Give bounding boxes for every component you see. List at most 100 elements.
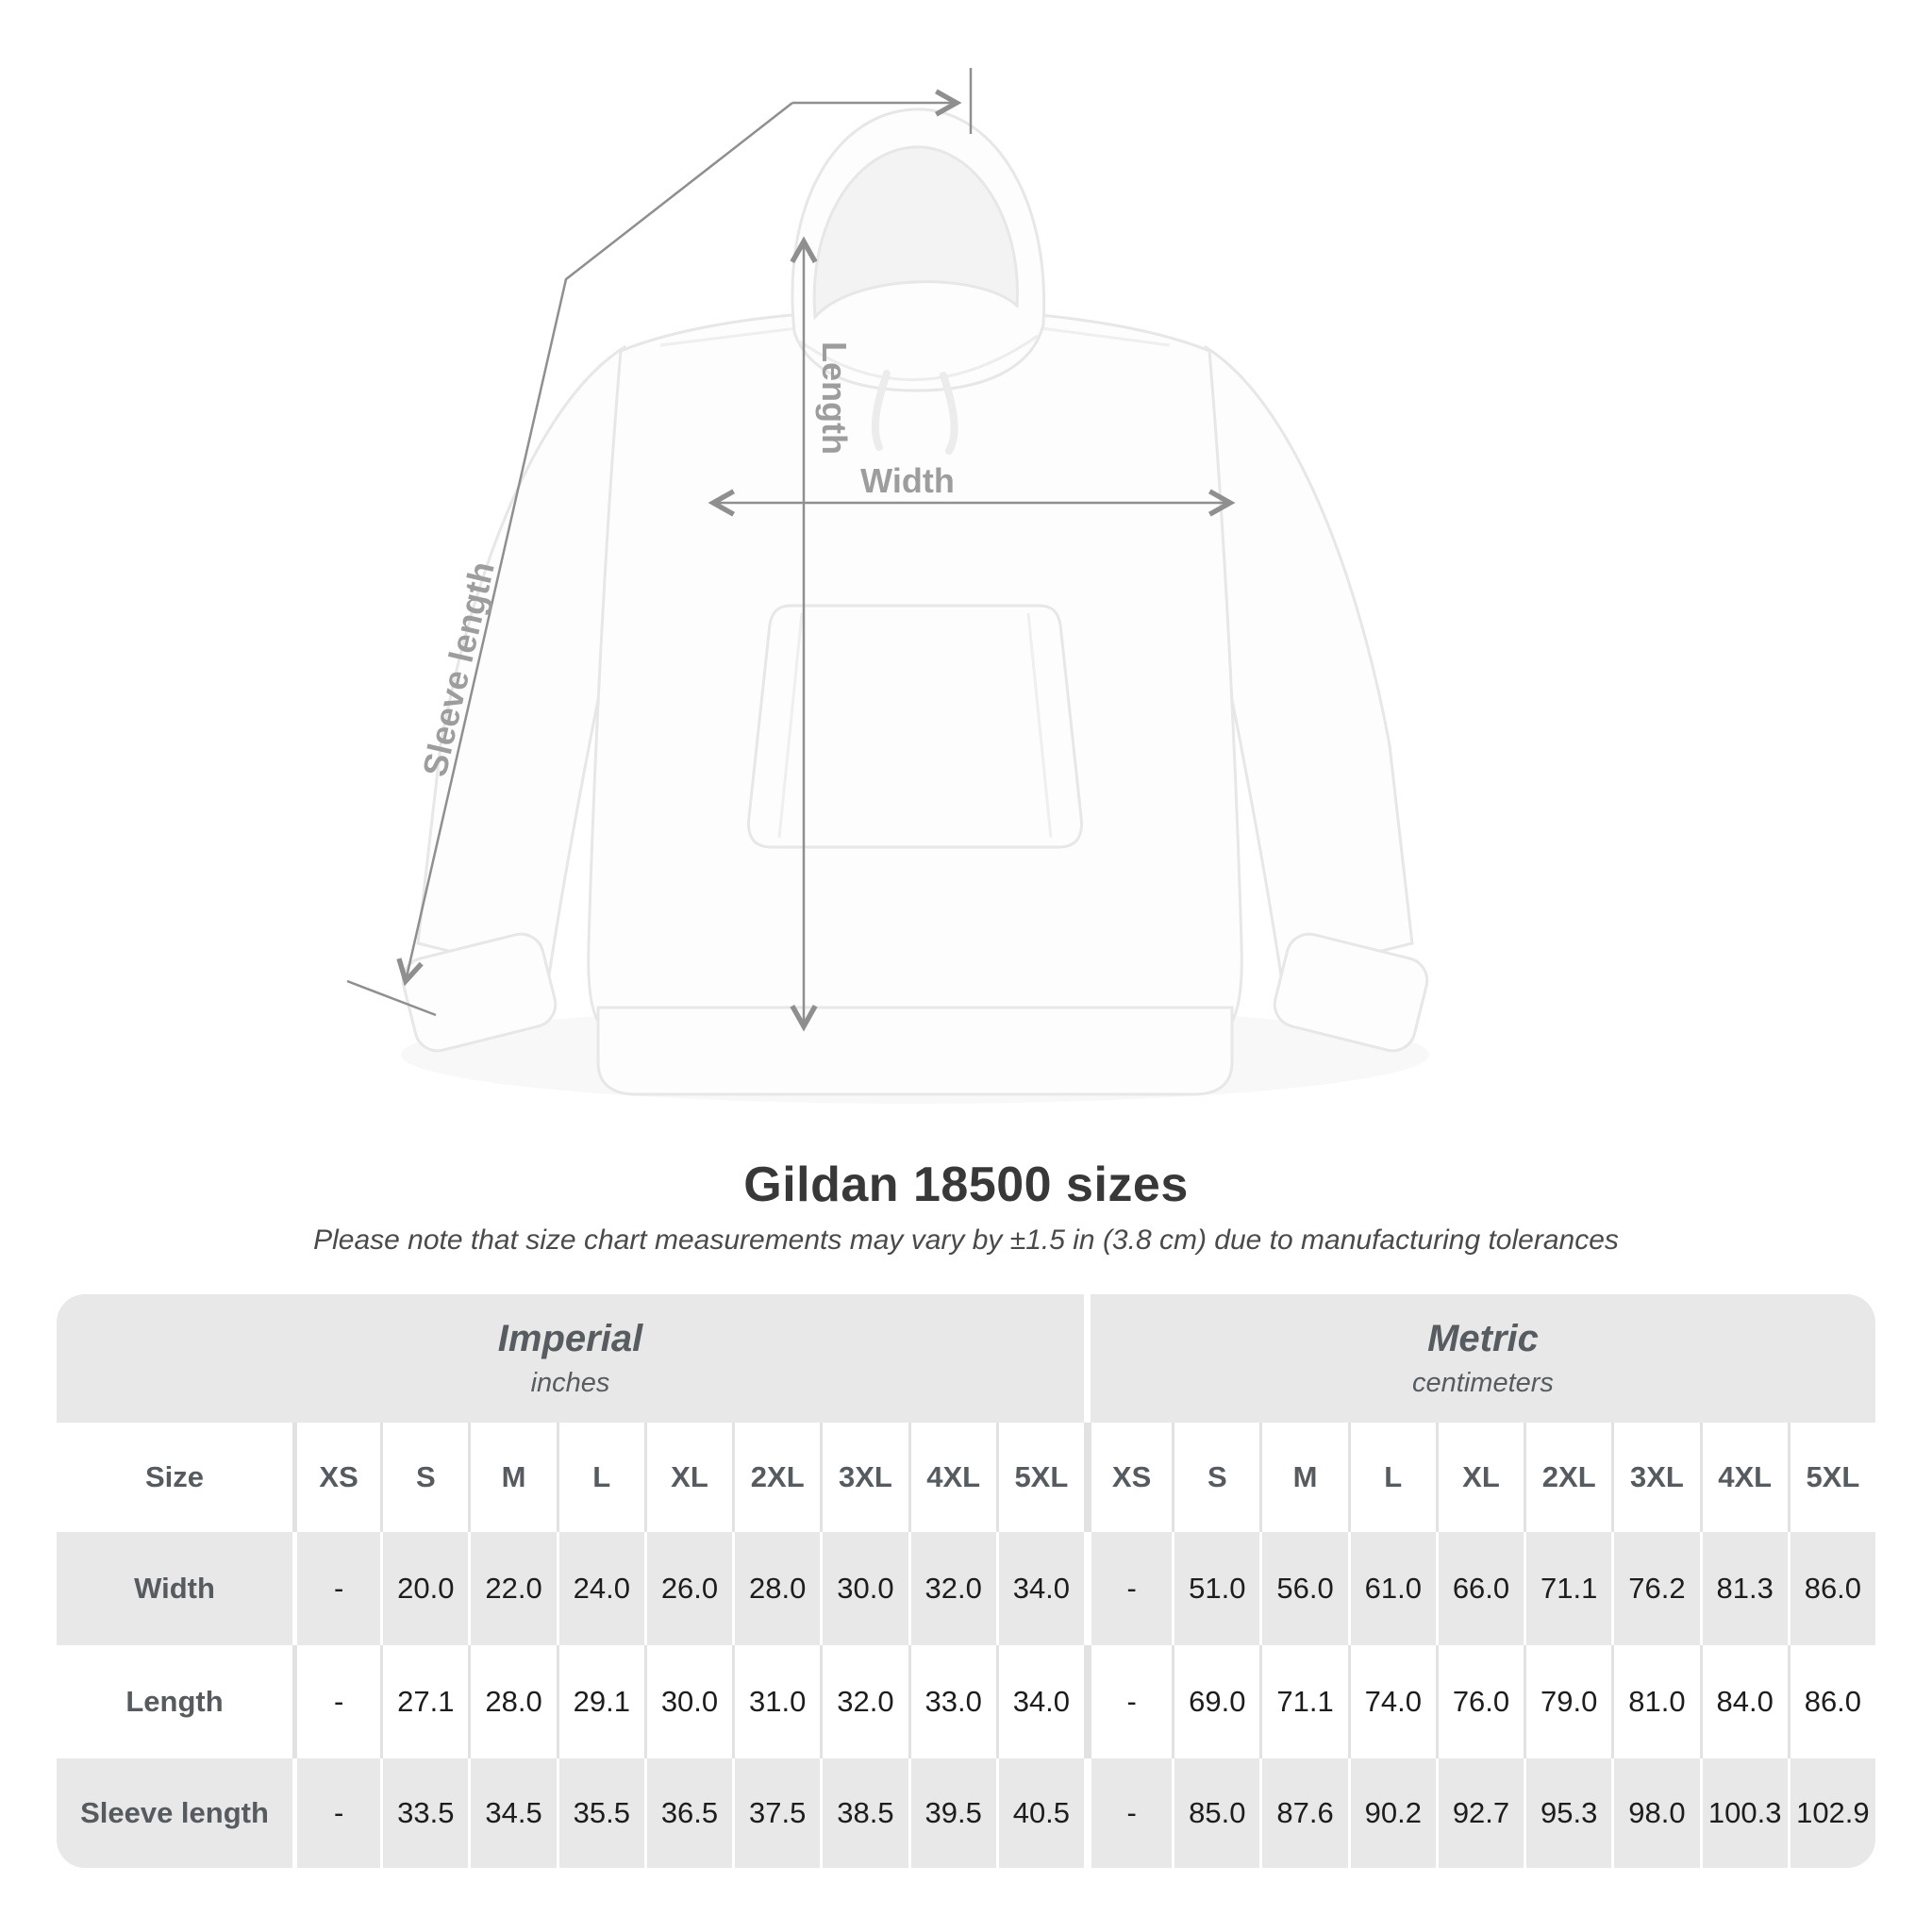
- length-metric-2xl: 79.0: [1524, 1645, 1612, 1758]
- width-row-label: Width: [57, 1532, 292, 1645]
- sleeve-metric-l: 90.2: [1347, 1758, 1436, 1868]
- width-metric-xs: -: [1083, 1532, 1173, 1645]
- length-metric-4xl: 84.0: [1699, 1645, 1788, 1758]
- page-title: Gildan 18500 sizes: [743, 1158, 1189, 1212]
- sleeve-imperial-m: 34.5: [468, 1758, 557, 1868]
- hoodie-right-cuff: [1273, 932, 1429, 1053]
- hoodie-pocket: [747, 604, 1083, 849]
- width-imperial-xl: 26.0: [643, 1532, 733, 1645]
- sleeve-imperial-2xl: 37.5: [732, 1758, 821, 1868]
- length-imperial-m: 28.0: [468, 1645, 557, 1758]
- metric-group-header: Metric centimeters: [1083, 1294, 1875, 1423]
- width-metric-2xl: 71.1: [1524, 1532, 1612, 1645]
- hoodie-drawstring-right: [940, 372, 958, 455]
- sleeve-imperial-xs: -: [292, 1758, 381, 1868]
- length-metric-5xl: 86.0: [1787, 1645, 1875, 1758]
- sleeve-metric-2xl: 95.3: [1524, 1758, 1612, 1868]
- imperial-unit-label: inches: [530, 1368, 610, 1398]
- length-metric-xs: -: [1083, 1645, 1173, 1758]
- length-metric-s: 69.0: [1172, 1645, 1260, 1758]
- length-metric-xl: 76.0: [1435, 1645, 1524, 1758]
- width-imperial-xs: -: [292, 1532, 381, 1645]
- sleeve-metric-5xl: 102.9: [1787, 1758, 1875, 1868]
- width-metric-l: 61.0: [1347, 1532, 1436, 1645]
- width-metric-m: 56.0: [1259, 1532, 1348, 1645]
- size-col-imperial-3xl: 3XL: [820, 1423, 908, 1532]
- length-metric-l: 74.0: [1347, 1645, 1436, 1758]
- width-imperial-3xl: 30.0: [820, 1532, 908, 1645]
- size-col-imperial-s: S: [380, 1423, 469, 1532]
- sleeve-bottom-tick: [346, 979, 437, 1017]
- hoodie-measurement-diagram: Length Width Sleeve length: [346, 68, 1429, 1104]
- page-subtitle: Please note that size chart measurements…: [313, 1224, 1619, 1256]
- length-imperial-2xl: 31.0: [732, 1645, 821, 1758]
- sleeve-imperial-l: 35.5: [556, 1758, 644, 1868]
- length-metric-m: 71.1: [1259, 1645, 1348, 1758]
- size-col-metric-m: M: [1259, 1423, 1348, 1532]
- width-metric-5xl: 86.0: [1787, 1532, 1875, 1645]
- size-col-metric-s: S: [1172, 1423, 1260, 1532]
- size-col-imperial-xs: XS: [292, 1423, 381, 1532]
- length-metric-3xl: 81.0: [1611, 1645, 1700, 1758]
- sleeve-metric-s: 85.0: [1172, 1758, 1260, 1868]
- hoodie-hood-opening: [812, 145, 1019, 321]
- width-metric-3xl: 76.2: [1611, 1532, 1700, 1645]
- size-column-header: Size: [57, 1423, 292, 1532]
- size-col-imperial-5xl: 5XL: [995, 1423, 1084, 1532]
- width-imperial-m: 22.0: [468, 1532, 557, 1645]
- sleeve-metric-3xl: 98.0: [1611, 1758, 1700, 1868]
- hoodie-illustration: [401, 108, 1429, 1104]
- hoodie-left-cuff: [401, 932, 558, 1053]
- size-table: Imperial inches Metric centimeters Size …: [57, 1294, 1875, 1868]
- hoodie-hem-band: [596, 1006, 1234, 1096]
- size-col-metric-xs: XS: [1083, 1423, 1173, 1532]
- size-col-imperial-2xl: 2XL: [732, 1423, 821, 1532]
- width-imperial-5xl: 34.0: [995, 1532, 1084, 1645]
- length-label: Length: [815, 341, 854, 455]
- length-imperial-3xl: 32.0: [820, 1645, 908, 1758]
- length-imperial-l: 29.1: [556, 1645, 644, 1758]
- sleeve-imperial-s: 33.5: [380, 1758, 469, 1868]
- length-imperial-s: 27.1: [380, 1645, 469, 1758]
- size-col-imperial-xl: XL: [643, 1423, 733, 1532]
- width-imperial-s: 20.0: [380, 1532, 469, 1645]
- sleeve-imperial-xl: 36.5: [643, 1758, 733, 1868]
- sleeve-imperial-5xl: 40.5: [995, 1758, 1084, 1868]
- sleeve-row-label: Sleeve length: [57, 1758, 292, 1868]
- imperial-label: Imperial: [497, 1318, 643, 1359]
- width-metric-xl: 66.0: [1435, 1532, 1524, 1645]
- sleeve-imperial-4xl: 39.5: [908, 1758, 996, 1868]
- length-imperial-xl: 30.0: [643, 1645, 733, 1758]
- hoodie-collar-seam: [799, 334, 1039, 382]
- size-col-metric-xl: XL: [1435, 1423, 1524, 1532]
- width-metric-4xl: 81.3: [1699, 1532, 1788, 1645]
- sleeve-metric-m: 87.6: [1259, 1758, 1348, 1868]
- hoodie-shoulder-seams: [659, 326, 1171, 347]
- length-imperial-5xl: 34.0: [995, 1645, 1084, 1758]
- width-imperial-2xl: 28.0: [732, 1532, 821, 1645]
- sleeve-imperial-3xl: 38.5: [820, 1758, 908, 1868]
- size-col-metric-4xl: 4XL: [1699, 1423, 1788, 1532]
- width-imperial-l: 24.0: [556, 1532, 644, 1645]
- length-imperial-4xl: 33.0: [908, 1645, 996, 1758]
- size-col-imperial-l: L: [556, 1423, 644, 1532]
- length-imperial-xs: -: [292, 1645, 381, 1758]
- width-metric-s: 51.0: [1172, 1532, 1260, 1645]
- size-col-imperial-m: M: [468, 1423, 557, 1532]
- size-col-metric-5xl: 5XL: [1787, 1423, 1875, 1532]
- sleeve-metric-xl: 92.7: [1435, 1758, 1524, 1868]
- sleeve-line-diagonal: [406, 102, 793, 981]
- size-col-metric-2xl: 2XL: [1524, 1423, 1612, 1532]
- imperial-group-header: Imperial inches: [57, 1294, 1084, 1423]
- metric-unit-label: centimeters: [1412, 1368, 1554, 1398]
- sleeve-metric-4xl: 100.3: [1699, 1758, 1788, 1868]
- sleeve-metric-xs: -: [1083, 1758, 1173, 1868]
- size-col-imperial-4xl: 4XL: [908, 1423, 996, 1532]
- size-col-metric-l: L: [1347, 1423, 1436, 1532]
- width-imperial-4xl: 32.0: [908, 1532, 996, 1645]
- length-row-label: Length: [57, 1645, 292, 1758]
- hoodie-drawstring-left: [871, 370, 891, 451]
- metric-label: Metric: [1427, 1318, 1539, 1359]
- width-label: Width: [860, 461, 955, 500]
